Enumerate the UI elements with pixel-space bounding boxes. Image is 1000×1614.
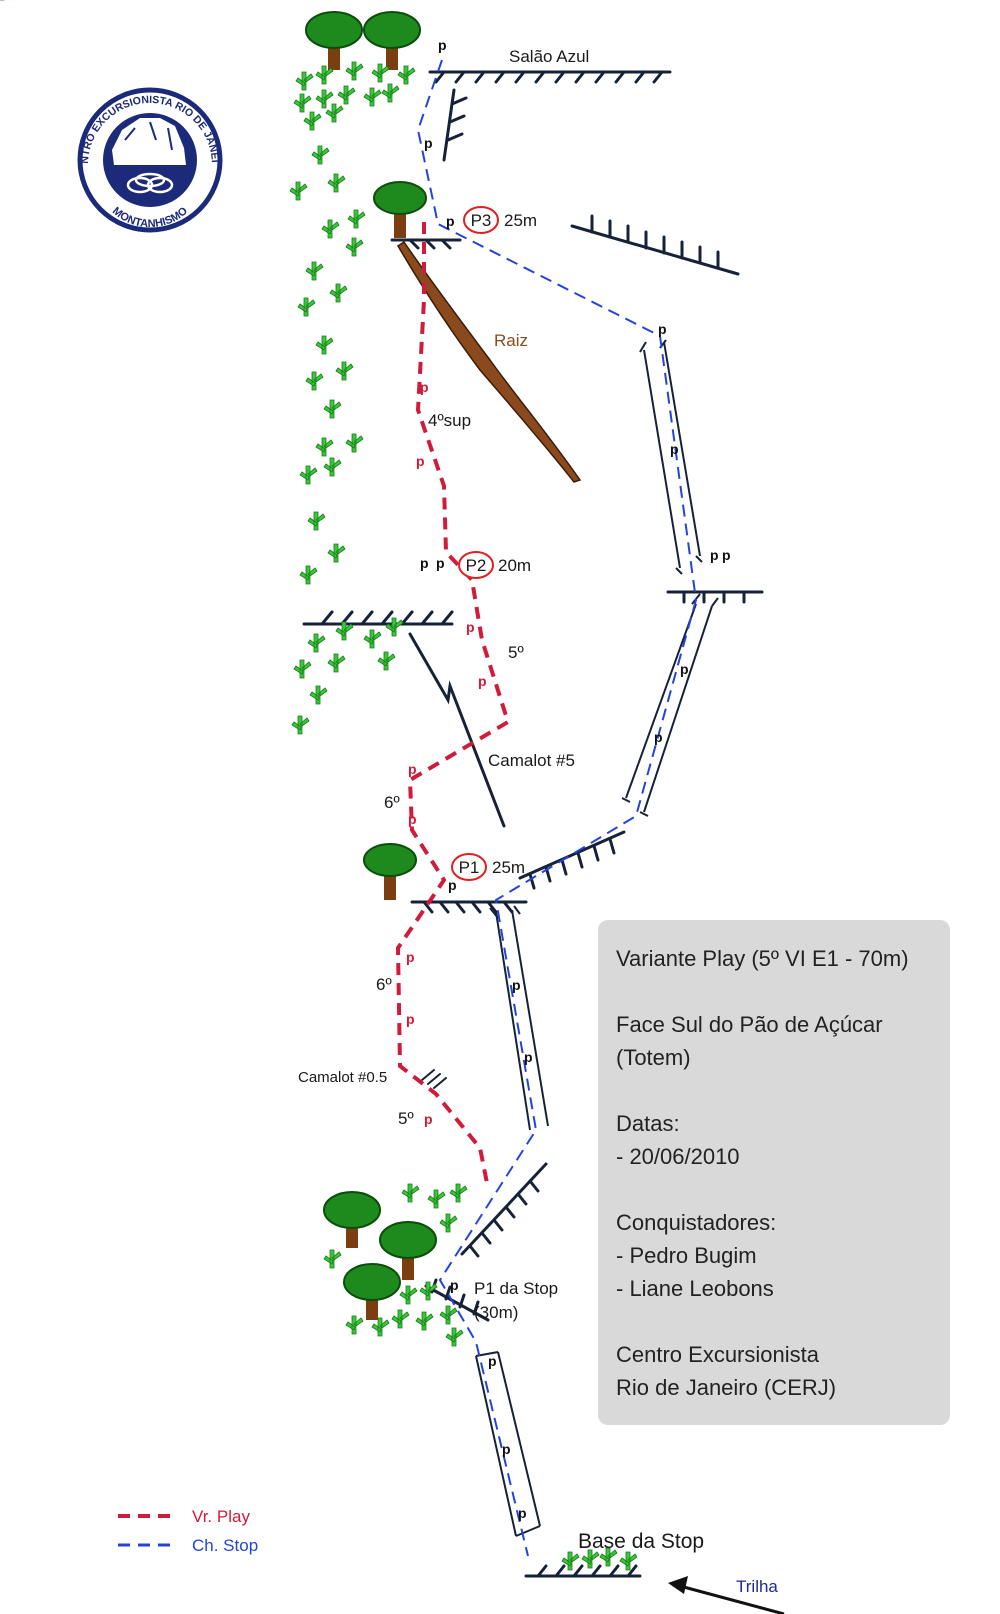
club-line-1: Centro Excursionista (616, 1342, 819, 1367)
tree-icon (343, 1263, 401, 1320)
bolt-marker: p (670, 441, 679, 457)
tree-icon (373, 181, 427, 238)
raiz-label: Raiz (494, 331, 528, 350)
bolt-marker: p (478, 673, 487, 689)
date-value: - 20/06/2010 (616, 1144, 740, 1169)
route-stop-line (416, 59, 698, 1557)
bolt-marker: p (408, 811, 417, 827)
grade-label: 6º (376, 975, 392, 994)
belay-p3-length: 25m (504, 211, 537, 230)
p1-stop-label: P1 da Stop (474, 1279, 558, 1298)
rock-features (302, 70, 764, 1578)
bolt-marker: p (680, 661, 689, 677)
legend-stop-label: Ch. Stop (192, 1536, 258, 1555)
legend: Vr. Play Ch. Stop (118, 1507, 258, 1555)
bolt-marker: p (420, 555, 429, 571)
trees (305, 11, 437, 1320)
bolt-marker: p (406, 949, 415, 965)
bolt-marker: p (438, 37, 447, 53)
bolt-marker: p (466, 619, 475, 635)
bolt-marker: p (424, 135, 433, 151)
dates-label: Datas: (616, 1111, 680, 1136)
belay-p2: P2 20m (458, 551, 531, 579)
bolt-marker: p (420, 379, 429, 395)
camalot05-label: Camalot #0.5 (298, 1069, 387, 1086)
play-bolts: p p p p p p p p p (406, 379, 487, 1127)
bolt-marker: p (658, 321, 667, 337)
bolt-marker: p (416, 453, 425, 469)
salao-azul-label: Salão Azul (509, 47, 589, 66)
stop-bolts: p p p p p p p p p p p p p p p p p p (420, 37, 731, 1521)
bolt-marker: p (710, 547, 719, 563)
route-play-line (395, 222, 511, 1189)
bolt-marker: p (448, 877, 457, 893)
tree-icon (305, 11, 363, 70)
camalot5-label: Camalot #5 (488, 751, 575, 770)
conqueror-2: - Liane Leobons (616, 1276, 774, 1301)
club-logo: CENTRO EXCURSIONISTA RIO DE JANEIRO MONT… (0, 0, 223, 233)
belay-p3-label: P3 (471, 211, 492, 230)
bolt-marker: p (436, 555, 445, 571)
tree-icon (363, 11, 421, 70)
bolt-marker: p (406, 1011, 415, 1027)
legend-play-label: Vr. Play (192, 1507, 250, 1526)
root-feature (396, 240, 582, 483)
route-face: Face Sul do Pão de Açúcar (616, 1012, 883, 1037)
base-stop-label: Base da Stop (578, 1530, 704, 1553)
route-title: Variante Play (5º VI E1 - 70m) (616, 946, 909, 971)
bolt-marker: p (446, 213, 455, 229)
grade-label: 4ºsup (428, 411, 471, 430)
route-info-box: Variante Play (5º VI E1 - 70m) Face Sul … (598, 920, 950, 1425)
bolt-marker: p (722, 547, 731, 563)
belay-p1-label: P1 (459, 858, 480, 877)
bolt-marker: p (512, 977, 521, 993)
bolt-marker: p (502, 1441, 511, 1457)
bolt-marker: p (408, 761, 417, 777)
trail-arrow: Trilha (668, 1576, 785, 1614)
belay-p1-length: 25m (492, 858, 525, 877)
grade-label: 5º (508, 643, 524, 662)
bolt-marker: p (424, 1111, 433, 1127)
belay-p3: P3 25m (463, 206, 537, 234)
tree-icon (363, 843, 417, 900)
bolt-marker: p (518, 1505, 527, 1521)
conquerors-label: Conquistadores: (616, 1210, 777, 1235)
club-line-2: Rio de Janeiro (CERJ) (616, 1375, 837, 1400)
trail-label: Trilha (736, 1577, 778, 1596)
belay-p1: P1 25m (451, 853, 525, 881)
vegetation (0, 0, 638, 1571)
tree-icon (379, 1221, 437, 1280)
grade-label: 6º (384, 793, 400, 812)
tree-icon (323, 1191, 381, 1248)
p1-stop-length: (30m) (474, 1303, 518, 1322)
grade-label: 5º (398, 1109, 414, 1128)
bolt-marker: p (450, 1277, 459, 1293)
route-face-detail: (Totem) (616, 1045, 691, 1070)
belay-p2-length: 20m (498, 556, 531, 575)
bolt-marker: p (524, 1049, 533, 1065)
logo-knot-icon (126, 172, 174, 194)
conqueror-1: - Pedro Bugim (616, 1243, 757, 1268)
belay-p2-label: P2 (466, 556, 487, 575)
bolt-marker: p (488, 1353, 497, 1369)
bolt-marker: p (654, 729, 663, 745)
